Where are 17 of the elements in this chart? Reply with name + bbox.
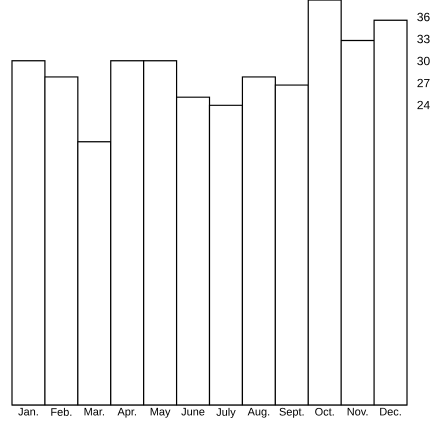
x-tick-label: Feb.	[51, 408, 72, 416]
text: 33	[417, 34, 430, 44]
x-tick-label: July	[216, 408, 236, 418]
x-tick-label: June	[181, 408, 204, 416]
x-tick-label: Oct.	[315, 408, 334, 416]
text: 24	[417, 100, 430, 110]
x-tick-label: Nov.	[348, 408, 368, 416]
x-tick-label: Dec.	[380, 408, 401, 416]
x-tick-label: Apr.	[117, 408, 136, 418]
text: 30	[417, 56, 430, 66]
text: 27	[417, 78, 430, 88]
text: 36	[417, 12, 430, 22]
x-tick-label: Aug.	[248, 408, 270, 418]
x-tick-label: Mar.	[84, 408, 104, 416]
x-tick-label: Jan.	[18, 408, 38, 416]
x-tick-label: Sept.	[280, 408, 304, 418]
x-tick-label: May	[150, 408, 170, 418]
